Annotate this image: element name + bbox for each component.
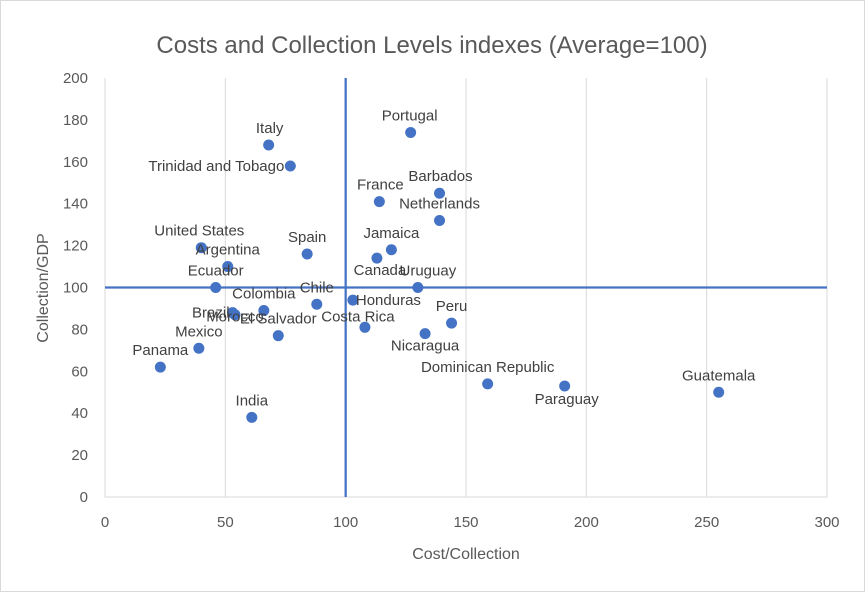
point-mexico — [193, 342, 205, 354]
data-label-canada: Canada — [354, 262, 407, 279]
point-trinidad-and-tobago — [284, 160, 296, 172]
y-tick-label: 200 — [63, 70, 88, 87]
point-chile — [311, 298, 323, 310]
data-label-brazil: Brazil — [192, 305, 230, 322]
x-tick-label: 150 — [453, 514, 478, 531]
point-canada — [371, 252, 383, 264]
data-label-uruguay: Uruguay — [400, 263, 457, 280]
data-label-trinidad-and-tobago: Trinidad and Tobago — [148, 158, 284, 175]
data-label-ecuador: Ecuador — [188, 263, 244, 280]
data-label-netherlands: Netherlands — [399, 195, 480, 212]
data-label-mexico: Mexico — [175, 323, 223, 340]
y-tick-label: 160 — [63, 154, 88, 171]
point-spain — [301, 248, 313, 260]
point-honduras — [347, 294, 359, 306]
point-uruguay — [412, 282, 424, 293]
y-tick-label: 140 — [63, 196, 88, 213]
point-jamaica — [385, 244, 397, 256]
y-tick-label: 120 — [63, 238, 88, 255]
data-label-nicaragua: Nicaragua — [391, 338, 460, 355]
point-barbados — [434, 187, 446, 199]
y-tick-label: 180 — [63, 112, 88, 129]
y-tick-label: 60 — [71, 363, 88, 380]
data-label-paraguay: Paraguay — [535, 391, 600, 408]
x-tick-label: 50 — [217, 514, 234, 531]
data-label-india: India — [236, 392, 269, 409]
data-label-united-states: United States — [154, 223, 244, 240]
point-costa-rica — [359, 321, 371, 333]
x-tick-label: 200 — [574, 514, 599, 531]
data-label-honduras: Honduras — [356, 292, 421, 309]
point-colombia — [258, 305, 270, 317]
data-label-portugal: Portugal — [382, 107, 438, 124]
data-label-dominican-republic: Dominican Republic — [421, 359, 555, 376]
point-el-salvador — [272, 330, 284, 342]
point-united-states — [195, 242, 207, 254]
point-france — [373, 196, 385, 208]
point-ecuador — [210, 282, 222, 293]
point-panama — [154, 361, 166, 373]
data-label-colombia: Colombia — [232, 286, 296, 303]
y-tick-label: 0 — [80, 489, 88, 506]
data-label-chile: Chile — [300, 279, 334, 296]
x-axis-title: Cost/Collection — [412, 546, 520, 563]
point-india — [246, 411, 258, 423]
y-tick-label: 20 — [71, 447, 88, 464]
x-tick-label: 100 — [333, 514, 358, 531]
data-label-argentina: Argentina — [196, 242, 261, 259]
data-label-panama: Panama — [132, 342, 189, 359]
data-label-el-salvador: El Salvador — [240, 311, 317, 328]
reference-lines — [105, 78, 827, 497]
data-label-costa-rica: Costa Rica — [321, 308, 395, 325]
point-guatemala — [713, 386, 725, 398]
data-label-italy: Italy — [256, 120, 284, 137]
x-tick-label: 0 — [101, 514, 109, 531]
chart-title: Costs and Collection Levels indexes (Ave… — [156, 32, 707, 59]
x-tick-label: 300 — [814, 514, 839, 531]
x-axis-ticks: 0 50 100 150 200 250 300 — [101, 514, 840, 531]
data-labels: Portugal Italy Trinidad and Tobago Barbados… — [132, 107, 756, 409]
data-label-spain: Spain — [288, 229, 326, 246]
point-dominican-republic — [482, 378, 494, 390]
y-axis-title: Collection/GDP — [35, 233, 52, 342]
point-netherlands — [434, 214, 446, 226]
data-label-barbados: Barbados — [408, 168, 472, 185]
x-tick-label: 250 — [694, 514, 719, 531]
y-axis-ticks: 0 20 40 60 80 100 120 140 160 180 200 — [63, 70, 88, 506]
point-nicaragua — [419, 328, 431, 340]
y-tick-label: 100 — [63, 280, 88, 297]
point-portugal — [405, 126, 417, 138]
point-paraguay — [559, 380, 571, 392]
y-tick-label: 40 — [71, 405, 88, 422]
point-peru — [446, 317, 458, 329]
point-italy — [263, 139, 275, 151]
data-label-morocco: Morocco — [206, 309, 264, 326]
point-argentina — [222, 261, 234, 273]
data-label-peru: Peru — [436, 298, 468, 315]
data-label-guatemala: Guatemala — [682, 367, 756, 384]
point-morocco — [229, 309, 241, 321]
data-label-jamaica: Jamaica — [363, 225, 420, 242]
data-points — [154, 126, 725, 423]
data-label-france: France — [357, 177, 404, 194]
y-tick-label: 80 — [71, 321, 88, 338]
